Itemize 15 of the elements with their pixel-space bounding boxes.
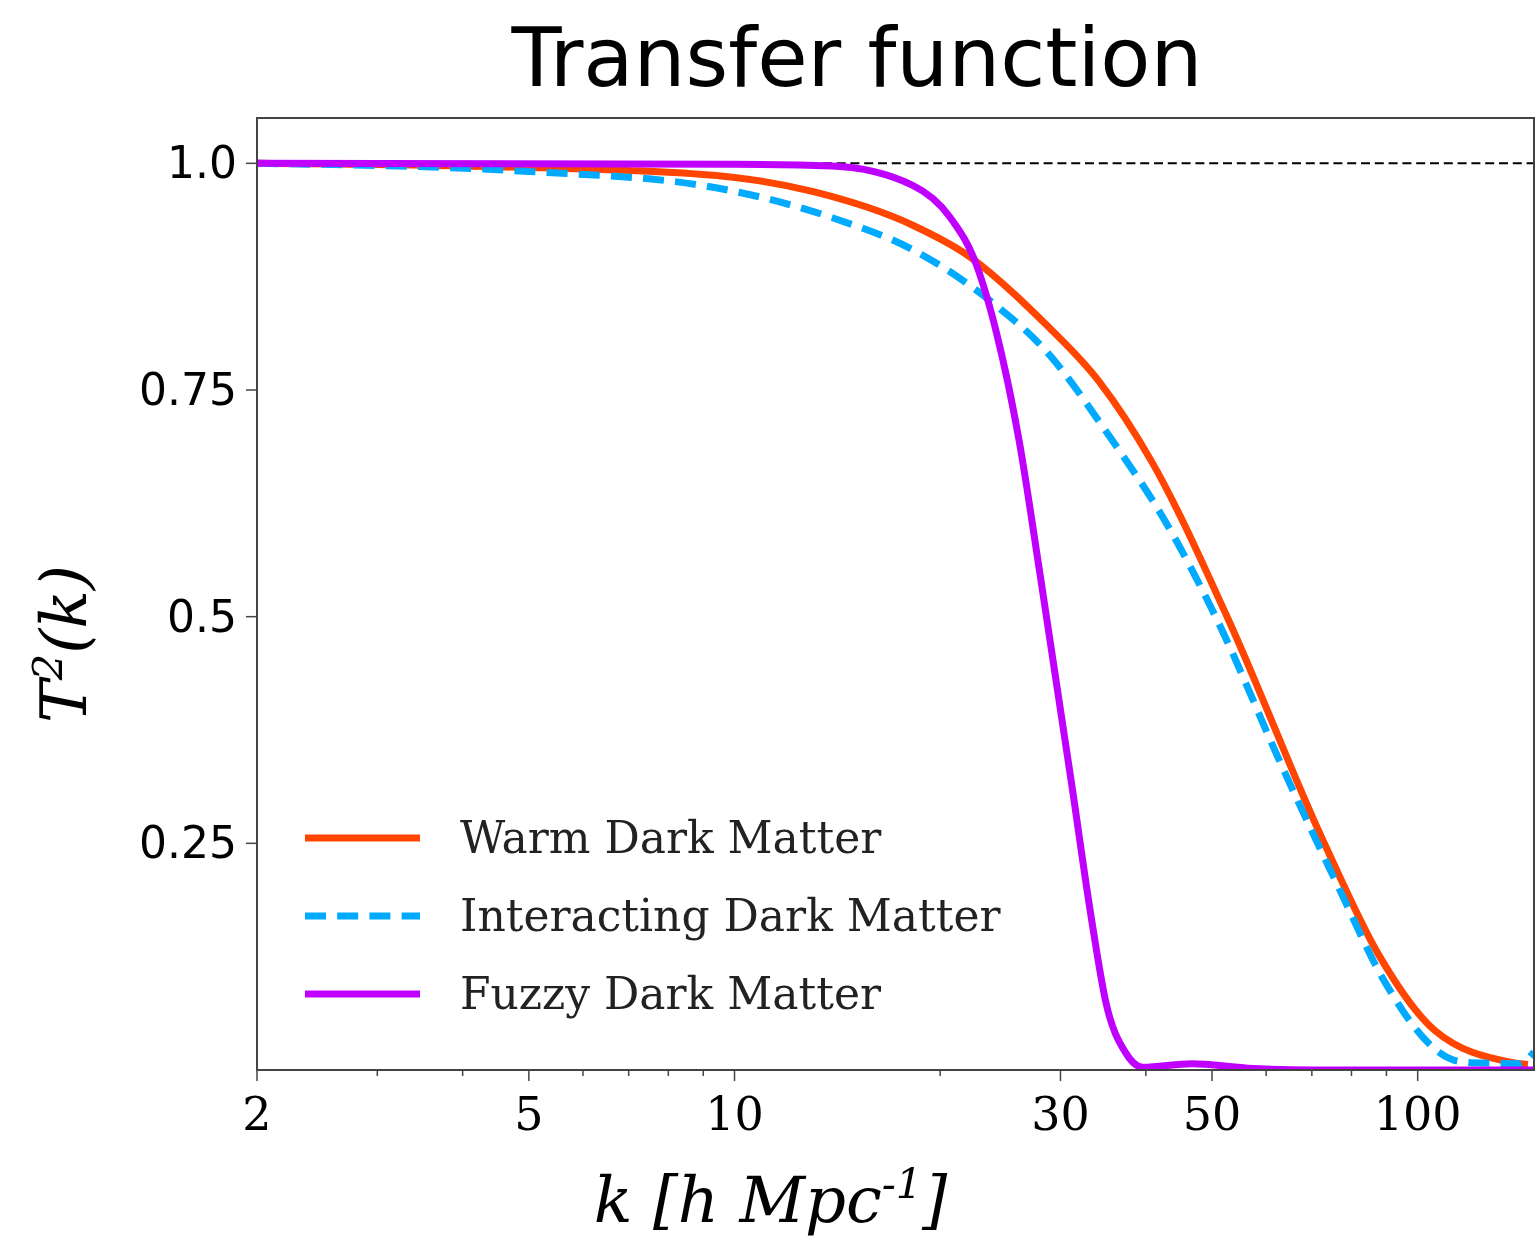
legend-label: Fuzzy Dark Matter (460, 968, 882, 1019)
y-tick-label: 0.75 (139, 364, 237, 415)
x-tick-label: 30 (1031, 1087, 1090, 1141)
x-tick-label: 2 (242, 1087, 272, 1141)
x-tick-label: 5 (514, 1087, 544, 1141)
chart-title: Transfer function (510, 10, 1203, 105)
x-tick-label: 100 (1373, 1087, 1462, 1141)
y-tick-label: 1.0 (167, 137, 237, 189)
x-tick-label: 50 (1182, 1087, 1242, 1141)
x-axis-title: k [h Mpc$^{-1}$] (593, 1158, 949, 1237)
legend-label: Warm Dark Matter (460, 812, 883, 863)
y-tick-label: 0.25 (139, 817, 237, 869)
x-tick-label: 10 (705, 1087, 764, 1141)
y-tick-label: 0.5 (167, 590, 237, 642)
legend-label: Interacting Dark Matter (460, 890, 1002, 941)
